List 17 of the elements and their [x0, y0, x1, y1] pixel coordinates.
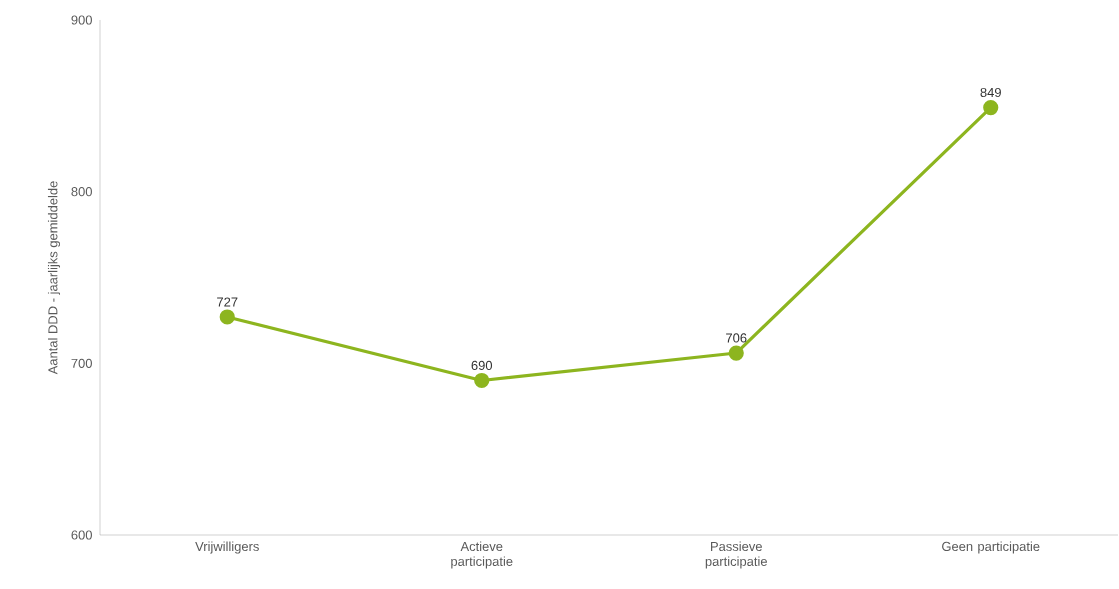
- x-tick-label: Passieve participatie: [705, 541, 767, 569]
- x-tick-label: Vrijwilligers: [195, 541, 259, 554]
- point: [474, 372, 490, 389]
- point: [728, 345, 744, 361]
- y-tick-label: 700: [71, 358, 92, 368]
- x-tick-label: Actieve participatie: [451, 541, 513, 569]
- point: [983, 99, 999, 116]
- data-label: 706: [726, 333, 747, 343]
- x-tick-label: Geen participatie: [942, 541, 1040, 554]
- point: [219, 309, 235, 325]
- y-tick-label: 600: [71, 530, 92, 540]
- y-tick-label: 800: [71, 187, 92, 197]
- data-label: 849: [980, 87, 1001, 98]
- y-axis-title: Aantal DDD - jaarlijks gemiddelde: [47, 181, 61, 375]
- data-label: 727: [217, 297, 238, 307]
- y-tick-label: 900: [71, 15, 92, 25]
- data-label: 690: [471, 360, 493, 370]
